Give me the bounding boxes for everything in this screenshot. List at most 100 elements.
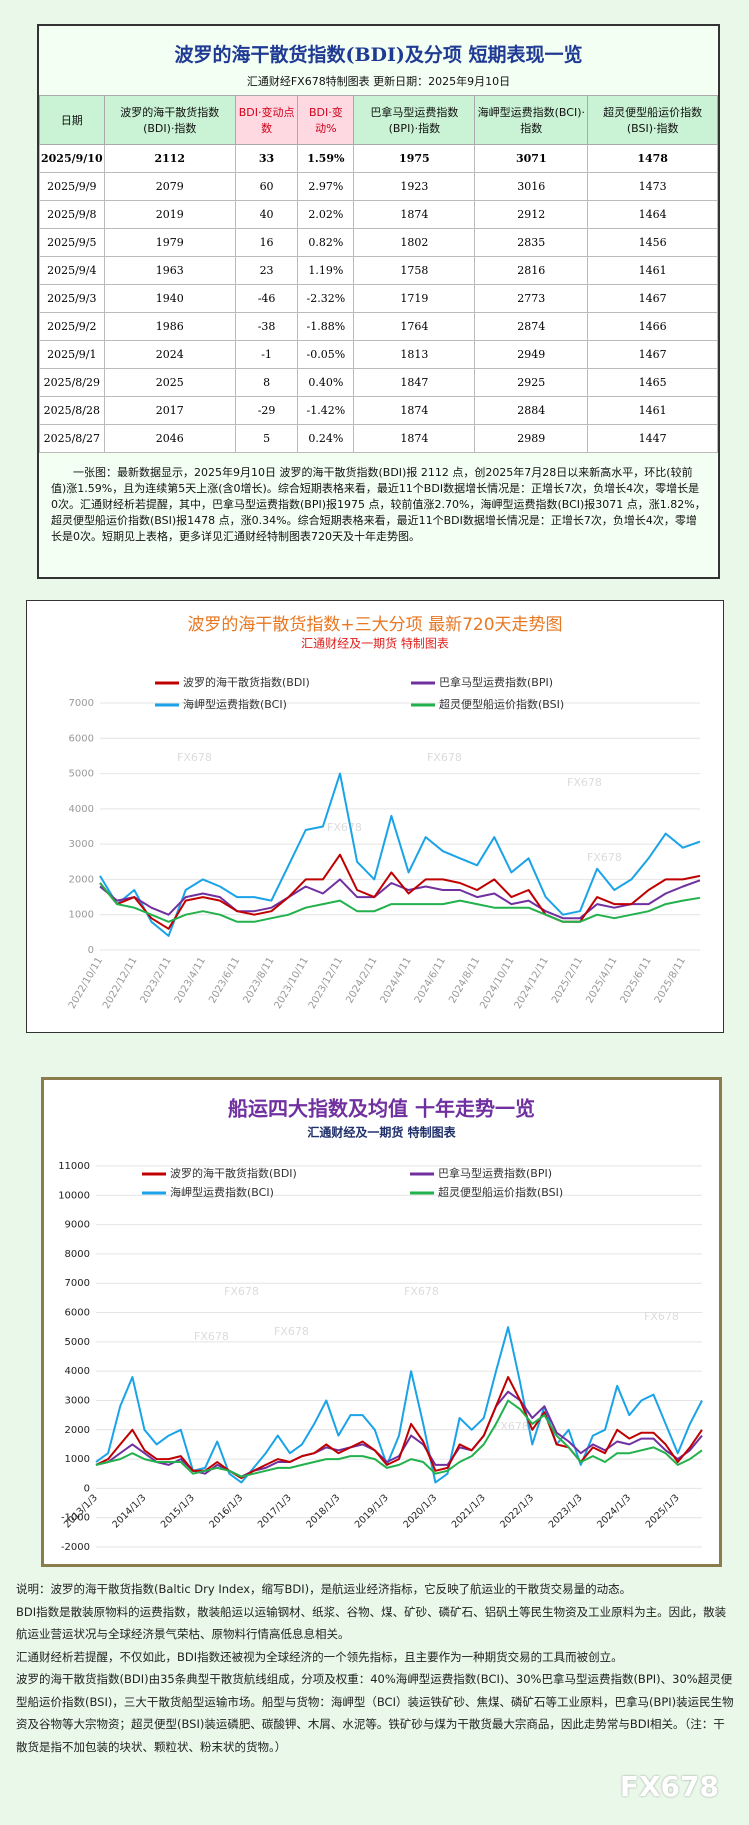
x-tick-label: 2024/12/11	[513, 956, 551, 1011]
x-tick-label: 2025/4/11	[584, 956, 619, 1006]
table-cell: 2024	[103, 340, 236, 369]
table-cell: 1467	[587, 340, 718, 369]
column-header: 海岬型运费指数(BCI)·指数	[474, 95, 589, 145]
table-cell: 2046	[103, 424, 236, 453]
chart-title: 波罗的海干散货指数+三大分项 最新720天走势图	[187, 615, 562, 635]
table-cell: -29	[234, 396, 299, 425]
table-row: 2025/9/4 1963 23 1.19% 1758 2816 1461	[39, 256, 718, 285]
table-cell: 2025/9/2	[39, 312, 105, 341]
legend-label: 超灵便型船运价指数(BSI)	[439, 697, 564, 711]
table-cell: 1719	[353, 284, 476, 313]
table-cell: -0.05%	[297, 340, 355, 369]
table-cell: 1758	[353, 256, 476, 285]
table-cell: 2816	[474, 256, 589, 285]
y-tick-label: 2000	[69, 874, 94, 885]
x-tick-label: 2024/10/11	[478, 956, 516, 1011]
table-cell: 1461	[587, 256, 718, 285]
table-cell: 2912	[474, 200, 589, 229]
chart-subtitle: 汇通财经及一期货 特制图表	[301, 636, 449, 651]
column-header: 巴拿马型运费指数(BPI)·指数	[353, 95, 476, 145]
watermark: FX678	[494, 1420, 529, 1433]
table-cell: 2025/9/9	[39, 172, 105, 201]
table-cell: 2025/8/28	[39, 396, 105, 425]
table-cell: 0.24%	[297, 424, 355, 453]
table-cell: 2025/9/4	[39, 256, 105, 285]
table-subtitle: 汇通财经FX678特制图表 更新日期：2025年9月10日	[246, 75, 511, 88]
column-header: BDI·变动点数	[234, 95, 299, 145]
table-cell: 2025/9/5	[39, 228, 105, 257]
legend-label: 超灵便型船运价指数(BSI)	[438, 1185, 563, 1199]
y-tick-label: 0	[88, 945, 94, 956]
y-tick-label: 1000	[69, 910, 94, 921]
table-cell: 1963	[103, 256, 236, 285]
x-tick-label: 2015/1/3	[159, 1492, 197, 1530]
table-cell: -46	[234, 284, 299, 313]
series-line	[99, 853, 701, 930]
table-cell: 2925	[474, 368, 589, 397]
table-cell: 1.19%	[297, 256, 355, 285]
x-tick-label: 2022/12/11	[101, 956, 139, 1011]
table-cell: 1847	[353, 368, 476, 397]
table-cell: 1975	[353, 144, 476, 173]
x-tick-label: 2013/1/3	[62, 1492, 100, 1530]
x-tick-label: 2022/1/3	[498, 1492, 536, 1530]
y-tick-label: 4000	[65, 1366, 90, 1377]
table-cell: 8	[234, 368, 299, 397]
table-cell: 1874	[353, 424, 476, 453]
x-tick-label: 2021/1/3	[450, 1492, 488, 1530]
x-tick-label: 2025/2/11	[550, 956, 585, 1006]
x-tick-label: 2023/8/11	[241, 956, 276, 1006]
y-tick-label: 10000	[58, 1190, 90, 1201]
watermark: FX678	[194, 1330, 229, 1343]
table-cell: 1813	[353, 340, 476, 369]
table-cell: 2835	[474, 228, 589, 257]
table-panel: 波罗的海干散货指数(BDI)及分项 短期表现一览 汇通财经FX678特制图表 更…	[37, 24, 720, 579]
y-tick-label: 2000	[65, 1425, 90, 1436]
chart-subtitle: 汇通财经及一期货 特制图表	[307, 1125, 456, 1140]
watermark: FX678	[427, 751, 462, 764]
table-cell: -1.42%	[297, 396, 355, 425]
watermark: FX678	[587, 851, 622, 864]
watermark: FX678	[224, 1285, 259, 1298]
watermark: FX678	[177, 751, 212, 764]
table-cell: 2025/8/29	[39, 368, 105, 397]
table-cell: -1	[234, 340, 299, 369]
table-cell: -1.88%	[297, 312, 355, 341]
watermark: FX678	[327, 821, 362, 834]
data-table: 日期 波罗的海干散货指数(BDI)·指数 BDI·变动点数 BDI·变动% 巴拿马型运费…	[39, 95, 718, 453]
table-cell: 2025/9/3	[39, 284, 105, 313]
table-row: 2025/8/28 2017 -29 -1.42% 1874 2884 1461	[39, 396, 718, 425]
table-cell: 2989	[474, 424, 589, 453]
watermark: FX678	[274, 1325, 309, 1338]
table-row: 2025/8/27 2046 5 0.24% 1874 2989 1447	[39, 424, 718, 453]
table-cell: 5	[234, 424, 299, 453]
table-cell: 2025/9/8	[39, 200, 105, 229]
note-paragraph: 汇通财经析若提醒，不仅如此，BDI指数还被视为全球经济的一个领先指标，且主要作为…	[16, 1649, 623, 1664]
table-cell: 23	[234, 256, 299, 285]
series-line	[95, 1399, 703, 1478]
series-line	[99, 772, 701, 937]
table-cell: 60	[234, 172, 299, 201]
column-header: 超灵便型船运价指数(BSI)·指数	[587, 95, 718, 145]
table-cell: 1467	[587, 284, 718, 313]
table-cell: 2025	[103, 368, 236, 397]
table-cell: 1447	[587, 424, 718, 453]
table-cell: 1874	[353, 200, 476, 229]
x-tick-label: 2025/1/3	[644, 1492, 682, 1530]
x-tick-label: 2023/10/11	[273, 956, 311, 1011]
header-row: 日期 波罗的海干散货指数(BDI)·指数 BDI·变动点数 BDI·变动% 巴拿马型运费…	[39, 95, 718, 145]
y-tick-label: 5000	[69, 769, 94, 780]
x-tick-label: 2023/2/11	[139, 956, 174, 1006]
table-body: 2025/9/10 2112 33 1.59% 1975 3071 1478 2025/9/9…	[39, 144, 718, 453]
x-tick-label: 2023/6/11	[207, 956, 242, 1006]
note-paragraph: BDI指数是散装原物料的运费指数，散装船运以运输钢材、纸浆、谷物、煤、矿砂、磷矿…	[16, 1604, 727, 1642]
table-cell: 1802	[353, 228, 476, 257]
chart-title: 船运四大指数及均值 十年走势一览	[228, 1097, 535, 1121]
chart-panel: 船运四大指数及均值 十年走势一览 汇通财经及一期货 特制图表 -2000 -1000 0…	[41, 1077, 722, 1567]
table-cell: 1874	[353, 396, 476, 425]
x-tick-label: 2017/1/3	[256, 1492, 294, 1530]
note-paragraph: 说明：波罗的海干散货指数(Baltic Dry Index，缩写BDI)，是航运…	[16, 1582, 632, 1596]
watermark: FX678	[619, 1770, 719, 1803]
